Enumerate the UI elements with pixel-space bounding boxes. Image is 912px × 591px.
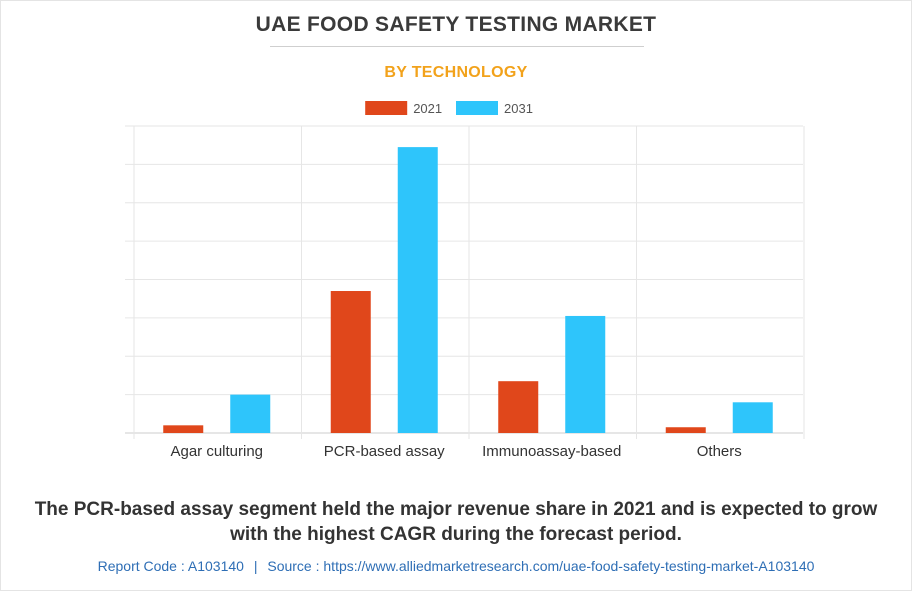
bar-2031-others bbox=[732, 402, 773, 433]
x-tick-label: Others bbox=[697, 443, 742, 460]
bar-2021-immunoassay-based bbox=[498, 381, 539, 433]
legend-label-2021: 2021 bbox=[413, 101, 442, 116]
bar-2031-immunoassay-based bbox=[565, 315, 606, 433]
bar-2021-agar-culturing bbox=[163, 425, 204, 433]
x-tick-label: Agar culturing bbox=[170, 443, 263, 460]
legend-swatch-2021 bbox=[365, 101, 408, 115]
chart-subtitle: BY TECHNOLOGY bbox=[384, 64, 528, 81]
legend-swatch-2031 bbox=[456, 101, 498, 115]
x-tick-label: PCR-based assay bbox=[324, 443, 445, 460]
bar-2021-others bbox=[665, 427, 706, 433]
footer: Report Code : A103140 | Source : https:/… bbox=[0, 558, 912, 574]
bar-chart: Agar culturing PCR-based assay Immunoassay… bbox=[125, 101, 805, 460]
report-code: Report Code : A103140 bbox=[97, 558, 244, 574]
footer-separator: | bbox=[253, 558, 258, 574]
bar-2031-agar-culturing bbox=[230, 394, 271, 433]
bar-2021-pcr-based-assay bbox=[330, 291, 371, 433]
legend-label-2031: 2031 bbox=[504, 101, 533, 116]
chart-summary: The PCR-based assay segment held the maj… bbox=[34, 499, 878, 545]
bar-2031-pcr-based-assay bbox=[397, 147, 438, 433]
x-tick-label: Immunoassay-based bbox=[482, 443, 621, 460]
chart-title: UAE FOOD SAFETY TESTING MARKET bbox=[255, 13, 657, 36]
title-divider bbox=[270, 46, 644, 47]
source-link[interactable]: Source : https://www.alliedmarketresearc… bbox=[267, 558, 815, 574]
